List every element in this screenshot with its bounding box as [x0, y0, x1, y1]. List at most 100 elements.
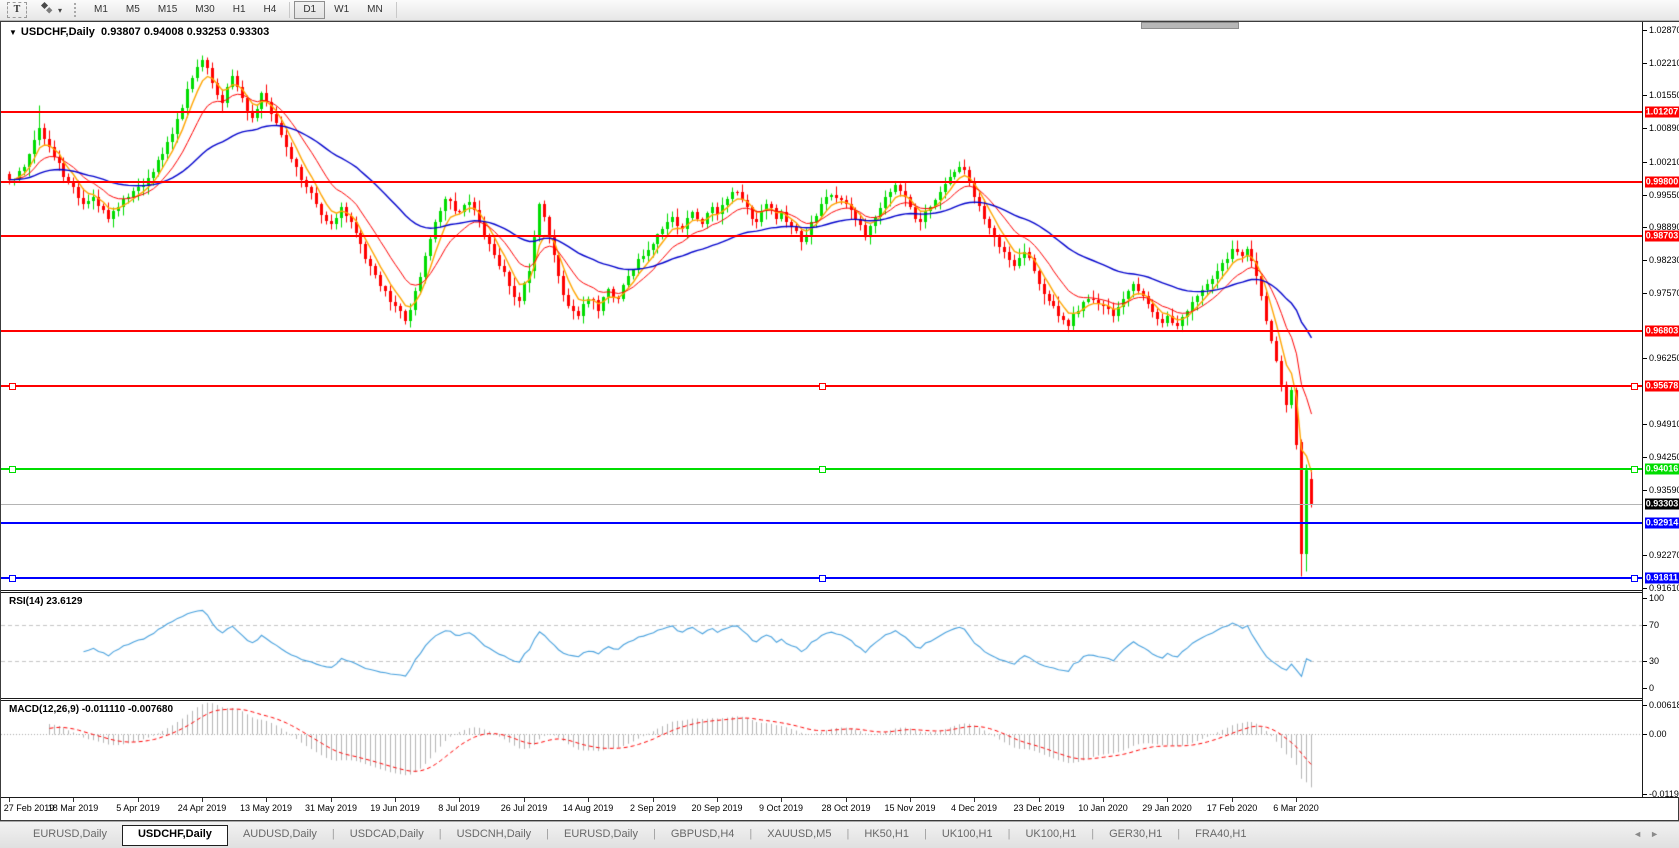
price-axis-tick-label: 1.01550 [1649, 90, 1679, 100]
date-axis-tick [1296, 798, 1297, 802]
macd-main-value: -0.011110 [81, 704, 126, 715]
tab-usdchf-daily[interactable]: USDCHF,Daily [121, 825, 228, 846]
price-axis: 1.02870 1.02210 1.01550 1.00890 1.00210 0.995… [1642, 22, 1679, 799]
price-chart-canvas[interactable] [1, 22, 1642, 590]
chart-dropdown-icon[interactable]: ▼ [9, 28, 17, 37]
axis-tick [1643, 734, 1647, 735]
date-axis-tick [653, 798, 654, 802]
toolbar-separator [289, 2, 291, 18]
date-axis-tick [202, 798, 203, 802]
tab-ger30-h1[interactable]: GER30,H1 [1109, 828, 1163, 840]
date-axis-tick [459, 798, 460, 802]
chevron-down-icon[interactable]: ▾ [58, 5, 63, 15]
toolbar-grip[interactable] [74, 3, 77, 17]
line-drag-handle[interactable] [819, 575, 826, 582]
date-axis-label: 10 Jan 2020 [1078, 803, 1128, 813]
date-axis-tick [524, 798, 525, 802]
line-drag-handle[interactable] [1631, 575, 1638, 582]
date-axis-tick [1039, 798, 1040, 802]
tab-divider: | [652, 828, 656, 840]
tab-scroll-right-icon[interactable]: ► [1650, 829, 1667, 839]
panel-border [1, 797, 1678, 798]
date-axis-tick [395, 798, 396, 802]
panel-separator[interactable] [1, 590, 1678, 593]
arrows-tool-button[interactable]: ▾ [39, 1, 62, 20]
price-level-line-0.99800[interactable] [1, 181, 1642, 183]
chart-ohlc-values: 0.93807 0.94008 0.93253 0.93303 [101, 26, 270, 38]
line-drag-handle[interactable] [9, 466, 16, 473]
axis-tick [1643, 260, 1647, 261]
tab-scroll-left-icon[interactable]: ◄ [1633, 829, 1651, 839]
tab-divider: | [1007, 828, 1011, 840]
date-axis-label: 13 May 2019 [239, 803, 293, 813]
top-toolbar: T ▾ M1 M5 M15 M30 H1 H4 D1 W1 MN [0, 0, 1679, 21]
price-axis-tick-label: 0.98230 [1649, 255, 1679, 265]
timeframe-button-mn[interactable]: MN [367, 4, 383, 15]
date-axis-tick [331, 798, 332, 802]
date-axis-label: 6 Mar 2020 [1273, 803, 1319, 813]
timeframe-button-m1[interactable]: M1 [94, 4, 108, 15]
price-axis-tick-label: 0.91610 [1649, 583, 1679, 593]
panel-separator[interactable] [1, 698, 1678, 701]
tab-divider: | [1091, 828, 1095, 840]
date-axis-label: 14 Aug 2019 [562, 803, 614, 813]
price-level-line-0.92914[interactable] [1, 522, 1642, 524]
level-price-chip: 0.96803 [1645, 325, 1679, 337]
date-axis-label: 26 Jul 2019 [500, 803, 548, 813]
tab-uk100-h1[interactable]: UK100,H1 [1025, 828, 1077, 840]
rsi-axis-tick-label: 70 [1649, 620, 1660, 630]
line-drag-handle[interactable] [1631, 383, 1638, 390]
macd-axis-tick-label: 0.006186 [1649, 700, 1679, 710]
text-label-tool-button[interactable]: T [7, 2, 27, 18]
date-axis-tick [9, 798, 10, 802]
timeframe-button-m15[interactable]: M15 [157, 4, 178, 15]
price-axis-tick-label: 0.98890 [1649, 222, 1679, 232]
tab-usdcnh-daily[interactable]: USDCNH,Daily [456, 828, 532, 840]
price-axis-tick-label: 1.02870 [1649, 25, 1679, 35]
chart-tab-bar: EURUSD,Daily USDCHF,Daily AUDUSD,Daily | USD… [0, 821, 1679, 848]
tab-eurusd-daily[interactable]: EURUSD,Daily [564, 828, 638, 840]
axis-tick [1643, 293, 1647, 294]
tab-usdcad-daily[interactable]: USDCAD,Daily [349, 828, 424, 840]
tab-xauusd-m5[interactable]: XAUUSD,M5 [767, 828, 832, 840]
timeframe-button-h4[interactable]: H4 [263, 4, 277, 15]
tab-divider: | [331, 828, 335, 840]
macd-signal-value: -0.007680 [127, 704, 174, 715]
line-drag-handle[interactable] [819, 466, 826, 473]
date-axis: 27 Feb 2019 18 Mar 2019 5 Apr 2019 24 Apr 2… [1, 798, 1642, 820]
chart-scrollbar-thumb[interactable] [1141, 22, 1239, 29]
timeframe-button-m5[interactable]: M5 [125, 4, 140, 15]
tab-fra40-h1[interactable]: FRA40,H1 [1195, 828, 1247, 840]
line-drag-handle[interactable] [9, 383, 16, 390]
level-price-chip: 0.92914 [1645, 517, 1679, 529]
timeframe-button-w1[interactable]: W1 [334, 4, 350, 15]
price-level-line-1.01207[interactable] [1, 111, 1642, 113]
timeframe-button-d1[interactable]: D1 [294, 1, 326, 19]
line-drag-handle[interactable] [819, 383, 826, 390]
macd-indicator-canvas[interactable] [1, 701, 1642, 797]
timeframe-button-m30[interactable]: M30 [195, 4, 215, 15]
rsi-indicator-canvas[interactable] [1, 593, 1642, 698]
rsi-axis-tick-label: 100 [1649, 593, 1665, 603]
tab-gbpusd-h4[interactable]: GBPUSD,H4 [670, 828, 735, 840]
axis-tick [1643, 490, 1647, 491]
rsi-axis-tick-label: 30 [1649, 656, 1660, 666]
rsi-label: RSI(14) 23.6129 [9, 596, 83, 607]
tab-eurusd-daily[interactable]: EURUSD,Daily [33, 828, 107, 840]
price-axis-tick-label: 0.93590 [1649, 485, 1679, 495]
tab-audusd-daily[interactable]: AUDUSD,Daily [242, 828, 317, 840]
price-level-line-0.98703[interactable] [1, 235, 1642, 237]
tab-uk100-h1[interactable]: UK100,H1 [941, 828, 993, 840]
axis-tick [1643, 705, 1647, 706]
level-price-chip: 0.98703 [1645, 230, 1679, 242]
tab-hk50-h1[interactable]: HK50,H1 [864, 828, 909, 840]
timeframe-button-h1[interactable]: H1 [232, 4, 246, 15]
line-drag-handle[interactable] [1631, 466, 1638, 473]
line-drag-handle[interactable] [9, 575, 16, 582]
axis-tick [1643, 688, 1647, 689]
price-level-line-0.96803[interactable] [1, 330, 1642, 332]
date-axis-label: 28 Oct 2019 [821, 803, 871, 813]
date-axis-label: 23 Dec 2019 [1013, 803, 1065, 813]
date-axis-label: 15 Nov 2019 [884, 803, 936, 813]
tab-divider: | [438, 828, 442, 840]
